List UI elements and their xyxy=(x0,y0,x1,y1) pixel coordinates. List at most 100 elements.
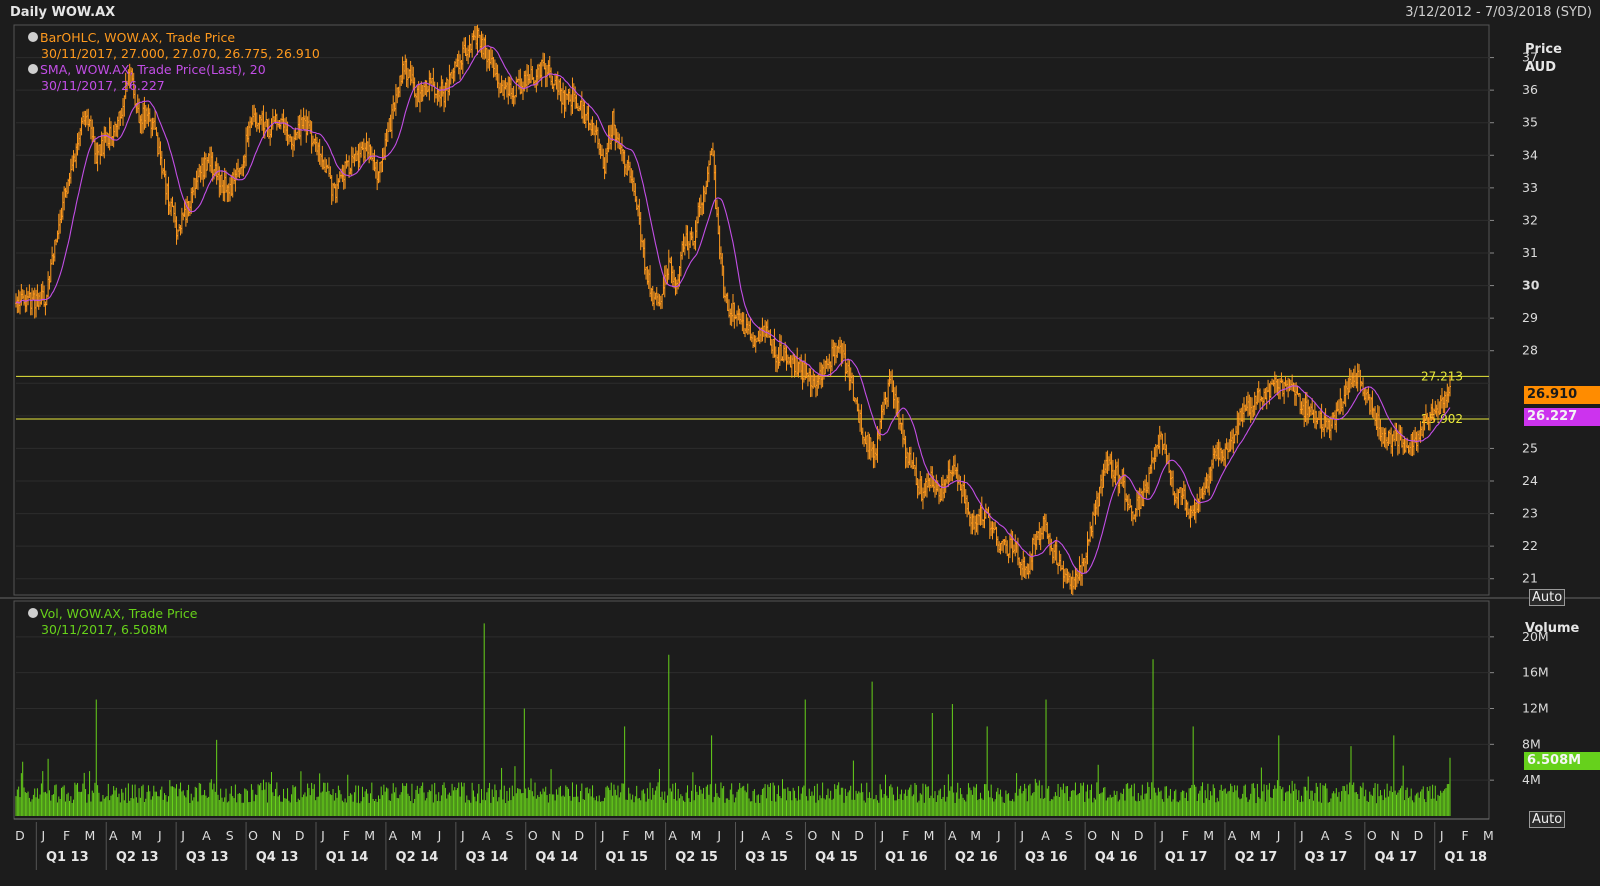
ohlc-bar xyxy=(1065,568,1068,584)
month-tick-label: F xyxy=(902,828,909,843)
ohlc-bar xyxy=(154,109,157,130)
month-tick-label: O xyxy=(528,828,538,843)
ohlc-bar xyxy=(740,313,743,325)
volume-legend: Vol, WOW.AX, Trade Price 30/11/2017, 6.5… xyxy=(28,606,198,638)
ohlc-bar xyxy=(1400,426,1403,448)
ohlc-bar xyxy=(742,312,745,334)
ohlc-bar xyxy=(1343,385,1346,405)
ohlc-bar xyxy=(1331,412,1334,429)
ohlc-bar xyxy=(531,65,534,80)
ohlc-bar xyxy=(699,194,702,215)
ohlc-bar xyxy=(59,209,62,234)
ohlc-bar xyxy=(444,82,447,108)
ohlc-bar xyxy=(655,286,658,306)
month-tick-label: J xyxy=(880,828,885,843)
ohlc-bar xyxy=(1138,487,1141,517)
ohlc-bar xyxy=(1184,484,1187,511)
ohlc-bar xyxy=(778,333,781,366)
ohlc-bar xyxy=(1299,393,1302,415)
ohlc-bar xyxy=(718,225,721,260)
ohlc-bar xyxy=(231,172,234,198)
ohlc-bar xyxy=(685,224,688,247)
ohlc-bar xyxy=(1168,452,1171,474)
ohlc-bar xyxy=(409,60,412,86)
ohlc-bar xyxy=(191,187,194,204)
ohlc-bar xyxy=(112,124,115,148)
ohlc-bar xyxy=(978,508,981,525)
ohlc-bar xyxy=(318,139,321,165)
ohlc-bar xyxy=(729,308,732,326)
ohlc-bar xyxy=(690,227,693,241)
ohlc-bar xyxy=(152,117,155,130)
ohlc-bar xyxy=(1442,396,1445,414)
ohlc-bar xyxy=(964,489,967,514)
ohlc-bar xyxy=(1313,401,1316,429)
ohlc-bar xyxy=(1051,548,1054,564)
price-auto-scale-button[interactable]: Auto xyxy=(1529,589,1566,606)
ohlc-bar xyxy=(1105,451,1108,474)
ohlc-bar xyxy=(492,56,495,78)
ohlc-bar xyxy=(68,172,71,187)
ohlc-bar xyxy=(703,186,706,203)
info-icon[interactable] xyxy=(28,64,38,74)
ohlc-bar xyxy=(113,121,116,137)
ohlc-bar xyxy=(995,526,998,546)
ohlc-bar xyxy=(326,164,329,169)
volume-auto-scale-button[interactable]: Auto xyxy=(1529,811,1566,828)
ohlc-bar xyxy=(1382,427,1385,445)
ohlc-bar xyxy=(1083,557,1086,574)
ohlc-bar xyxy=(512,86,515,107)
ohlc-bar xyxy=(1305,391,1308,426)
ohlc-bar xyxy=(223,167,226,202)
ohlc-bar xyxy=(104,126,107,143)
ohlc-bar xyxy=(1106,450,1109,475)
ohlc-bar xyxy=(622,148,625,164)
ohlc-bar xyxy=(1086,531,1089,565)
ohlc-bar xyxy=(1045,513,1048,533)
ohlc-bar xyxy=(624,163,627,175)
ohlc-bar xyxy=(1412,430,1415,456)
ohlc-bar xyxy=(1410,434,1413,456)
ohlc-bar xyxy=(1047,533,1050,545)
ohlc-bar xyxy=(515,76,518,98)
info-icon[interactable] xyxy=(28,32,38,42)
ohlc-bar xyxy=(1273,371,1276,394)
ohlc-bar xyxy=(825,356,828,369)
price-tick-label: 23 xyxy=(1522,506,1538,521)
ohlc-bar xyxy=(142,102,145,134)
ohlc-bar xyxy=(1418,430,1421,442)
ohlc-bar xyxy=(627,155,630,171)
info-icon[interactable] xyxy=(28,608,38,618)
ohlc-bar xyxy=(420,81,423,102)
ohlc-bar xyxy=(641,234,644,248)
ohlc-bar xyxy=(380,160,383,173)
ohlc-bar xyxy=(1376,404,1379,437)
ohlc-bar xyxy=(1123,473,1126,511)
ohlc-bar xyxy=(1165,444,1168,465)
volume-axis-title: Volume xyxy=(1525,621,1580,636)
ohlc-bar xyxy=(476,24,479,56)
ohlc-bar xyxy=(349,167,352,175)
ohlc-bar xyxy=(249,116,252,136)
ohlc-bar xyxy=(913,464,916,477)
month-tick-label: N xyxy=(1111,828,1120,843)
ohlc-legend-values: 30/11/2017, 27.000, 27.070, 26.775, 26.9… xyxy=(41,46,320,61)
ohlc-bar xyxy=(1340,398,1343,412)
ohlc-bar xyxy=(972,509,975,530)
price-tick-label: 34 xyxy=(1522,147,1538,162)
ohlc-bar xyxy=(670,256,673,284)
ohlc-bar xyxy=(378,162,381,183)
ohlc-bar xyxy=(225,170,228,193)
date-range: 3/12/2012 - 7/03/2018 (SYD) xyxy=(1405,5,1592,20)
ohlc-bar xyxy=(1220,447,1223,464)
ohlc-bar xyxy=(1372,407,1375,420)
ohlc-bar xyxy=(386,122,389,142)
ohlc-bar xyxy=(416,85,419,108)
ohlc-bar xyxy=(881,401,884,420)
ohlc-bar xyxy=(1391,434,1394,457)
ohlc-bar xyxy=(800,354,803,380)
ohlc-bar xyxy=(287,134,290,145)
ohlc-bar xyxy=(1251,397,1254,421)
ohlc-bar xyxy=(1202,482,1205,500)
